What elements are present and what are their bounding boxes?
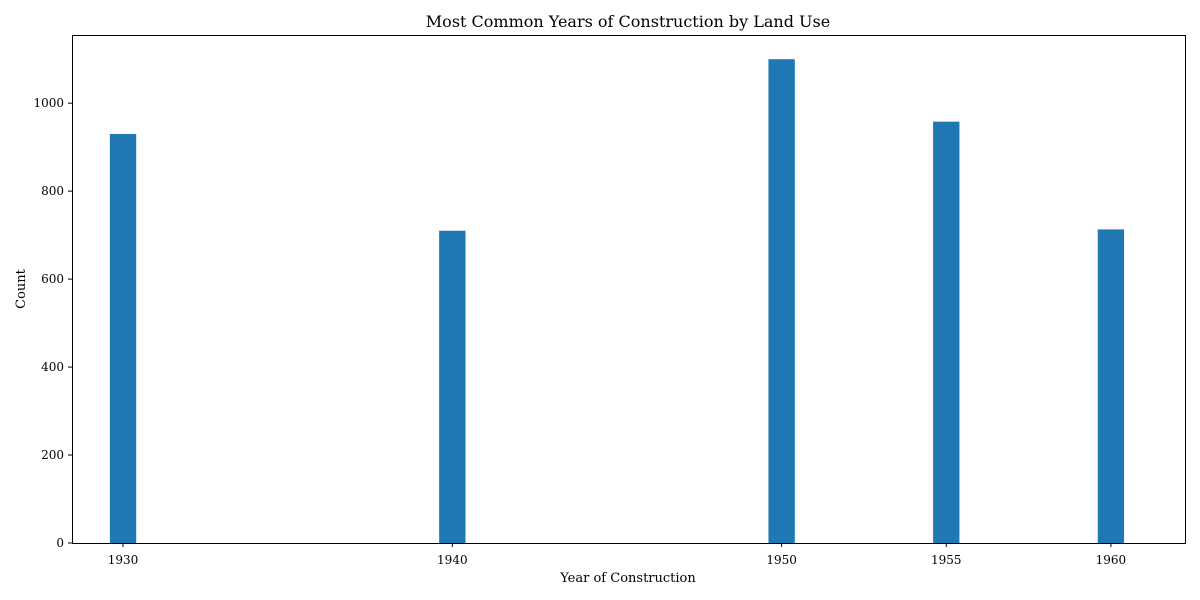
x-tick-label: 1960 xyxy=(1096,553,1127,567)
bar-1960 xyxy=(1097,229,1125,544)
bar-1930 xyxy=(109,133,137,543)
x-tick-label: 1950 xyxy=(766,553,797,567)
x-axis-label: Year of Construction xyxy=(559,571,696,586)
x-tick-label: 1955 xyxy=(931,553,962,567)
y-axis-ticks: 0 200 400 600 800 1000 xyxy=(33,96,72,550)
x-tick-label: 1930 xyxy=(108,553,139,567)
plot-frame xyxy=(72,35,1186,544)
y-tick-label: 400 xyxy=(41,360,64,374)
y-tick-label: 200 xyxy=(41,448,64,462)
bar-1955 xyxy=(933,121,960,544)
y-axis-label: Count xyxy=(14,268,29,309)
plot-area: 1930 1940 1950 1955 1960 0 200 400 600 800 1000 xyxy=(33,35,1186,567)
y-tick-label: 600 xyxy=(41,272,64,286)
bar-1950 xyxy=(768,59,795,543)
y-tick-label: 800 xyxy=(41,184,64,198)
x-axis-ticks: 1930 1940 1950 1955 1960 xyxy=(108,543,1126,567)
y-tick-label: 1000 xyxy=(33,96,64,110)
chart-title: Most Common Years of Construction by Lan… xyxy=(426,12,830,31)
x-tick-label: 1940 xyxy=(437,553,468,567)
bar-series xyxy=(109,59,1125,544)
bar-1940 xyxy=(439,230,466,543)
y-tick-label: 0 xyxy=(56,536,64,550)
